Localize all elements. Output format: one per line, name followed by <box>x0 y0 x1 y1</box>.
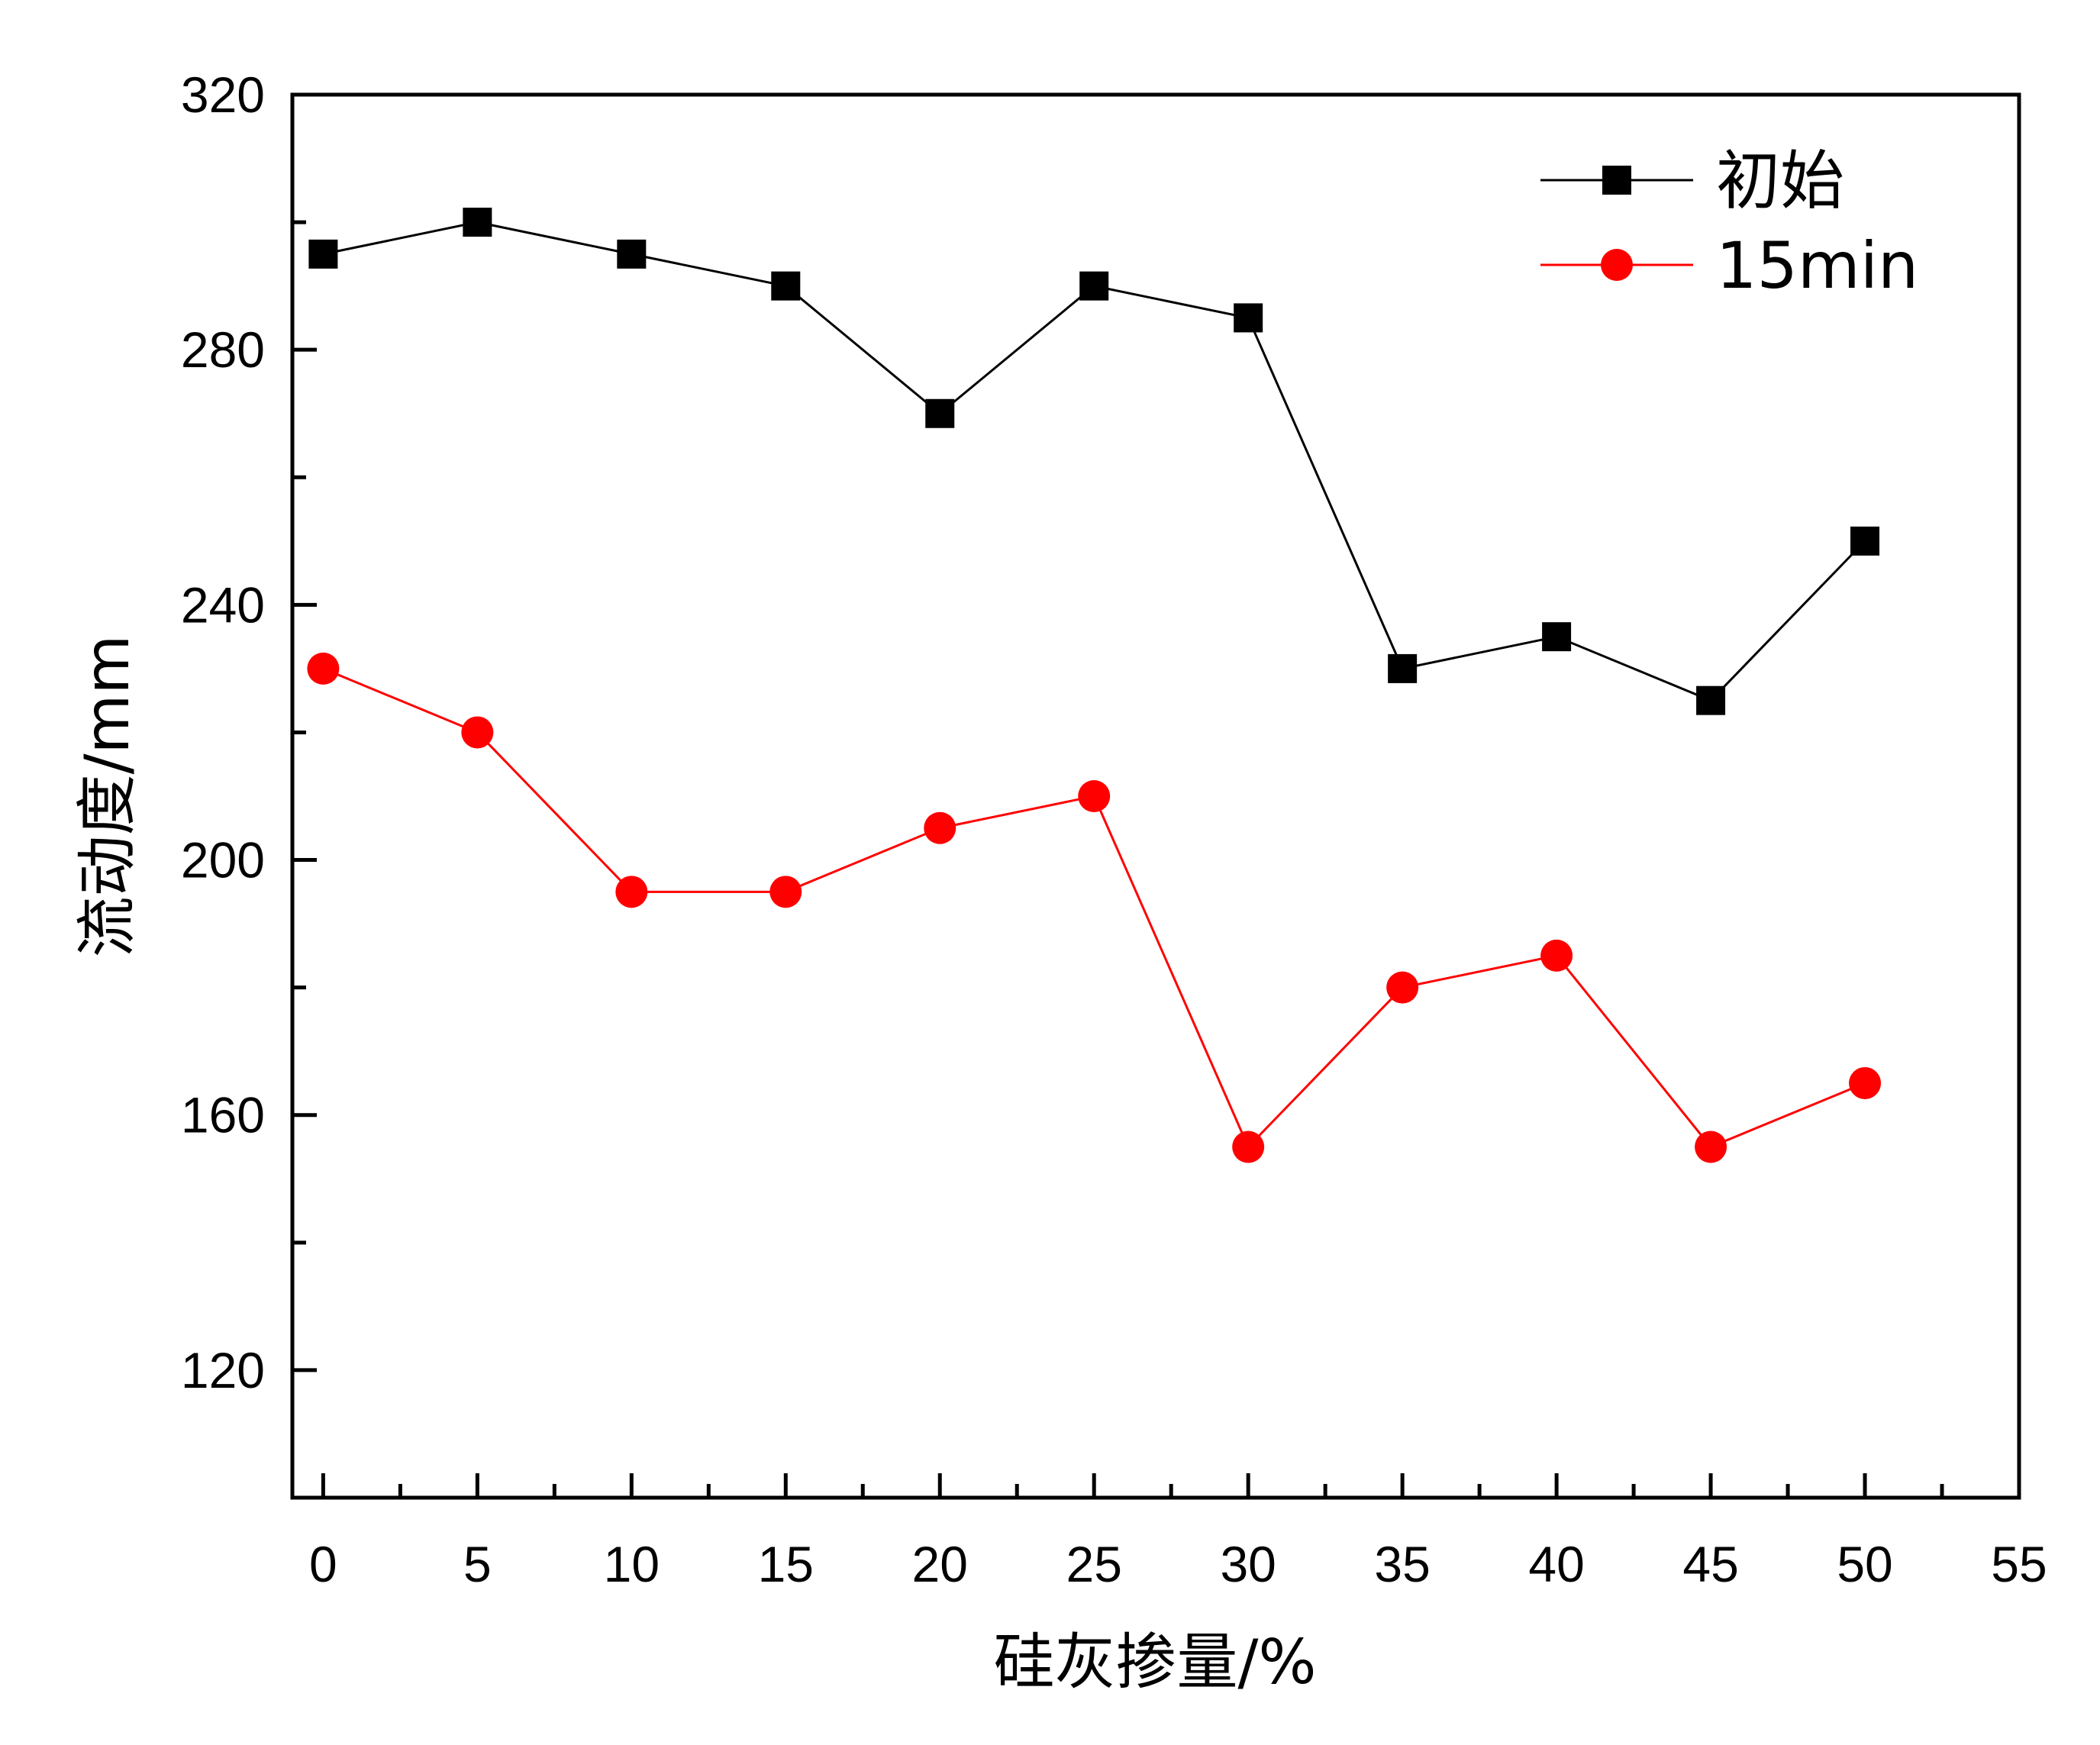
legend-label: 初始 <box>1716 144 1844 218</box>
data-point <box>615 876 648 908</box>
data-point <box>1540 939 1573 972</box>
y-tick-label: 200 <box>181 832 265 889</box>
y-tick-label: 120 <box>181 1342 265 1398</box>
x-axis-ticks: 0 5 10 15 20 25 30 35 40 45 50 55 <box>309 1473 2047 1592</box>
data-point <box>1078 780 1111 812</box>
x-tick-label: 20 <box>912 1536 968 1592</box>
x-tick-label: 10 <box>604 1536 660 1592</box>
y-axis-ticks: 120 160 200 240 280 320 <box>181 66 317 1500</box>
x-tick-label: 50 <box>1837 1536 1892 1592</box>
plot-frame <box>290 92 2021 1500</box>
series-2 <box>307 652 1882 1163</box>
data-point <box>1232 1131 1265 1163</box>
data-point <box>463 208 492 237</box>
x-tick-label: 30 <box>1220 1536 1276 1592</box>
data-point <box>307 652 340 685</box>
data-point <box>1386 971 1419 1004</box>
data-point <box>1695 1131 1727 1163</box>
x-axis-title: 硅灰掺量/% <box>994 1627 1317 1698</box>
y-axis-title: 流动度/mm <box>72 635 143 958</box>
x-tick-label: 0 <box>309 1536 337 1592</box>
x-tick-label: 40 <box>1528 1536 1584 1592</box>
x-tick-label: 15 <box>758 1536 814 1592</box>
y-tick-label: 280 <box>181 321 265 378</box>
series-layer <box>307 208 1882 1163</box>
data-point <box>924 811 956 844</box>
legend-label: 15min <box>1716 228 1918 303</box>
data-point <box>1234 303 1263 333</box>
data-point <box>769 876 802 908</box>
x-tick-label: 55 <box>1991 1536 2047 1592</box>
x-tick-label: 35 <box>1374 1536 1430 1592</box>
series-line <box>322 667 1866 1150</box>
legend-marker <box>1602 166 1631 195</box>
x-tick-label: 25 <box>1066 1536 1122 1592</box>
data-point <box>1696 685 1726 715</box>
data-point <box>771 271 801 301</box>
y-tick-label: 160 <box>181 1087 265 1143</box>
data-point <box>1079 271 1109 301</box>
y-tick-label: 320 <box>181 66 265 123</box>
data-point <box>461 716 494 749</box>
legend-marker <box>1601 249 1633 281</box>
x-tick-label: 5 <box>463 1536 492 1592</box>
legend: 初始 15min <box>1540 144 1918 303</box>
x-tick-label: 45 <box>1682 1536 1738 1592</box>
series-1 <box>308 208 1880 715</box>
data-point <box>1849 1066 1882 1099</box>
data-point <box>1850 526 1880 556</box>
data-point <box>1388 653 1418 683</box>
data-point <box>308 239 338 269</box>
y-tick-label: 240 <box>181 576 265 633</box>
data-point <box>1542 622 1572 652</box>
data-point <box>925 398 955 428</box>
data-point <box>617 239 647 269</box>
